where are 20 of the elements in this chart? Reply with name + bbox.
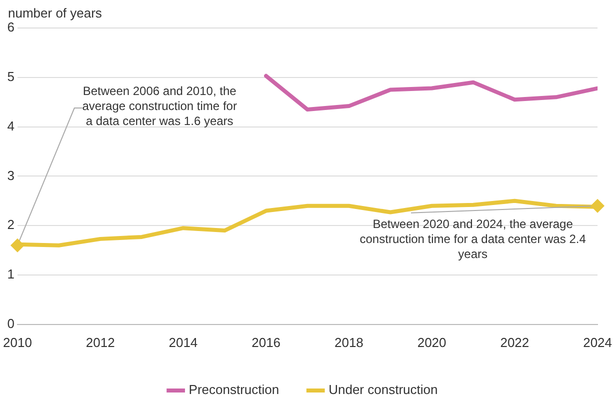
y-tick-label: 1 [7,266,14,282]
legend-label: Under construction [328,382,438,398]
annotation: Between 2020 and 2024, the average construction time for a data center was 2.4 years [360,217,586,262]
y-tick-label: 5 [7,68,14,84]
x-tick-label: 2014 [168,334,198,350]
x-tick-label: 2010 [3,334,32,350]
x-tick-label: 2018 [334,334,364,350]
x-tick-label: 2020 [417,334,446,350]
y-tick-label: 2 [7,217,14,232]
x-tick-label: 2016 [252,334,281,350]
y-axis-title: number of years [8,6,102,21]
x-tick-label: 2024 [583,334,612,350]
x-tick-label: 2012 [86,334,115,350]
y-tick-label: 4 [7,118,14,134]
legend-label: Preconstruction [188,382,280,398]
y-tick-label: 3 [7,168,14,183]
x-tick-label: 2022 [500,334,530,350]
y-tick-label: 6 [7,20,14,35]
y-tick-label: 0 [7,316,14,331]
annotation: Between 2006 and 2010, the average construction time for a data center was 1.6 years [82,84,237,128]
